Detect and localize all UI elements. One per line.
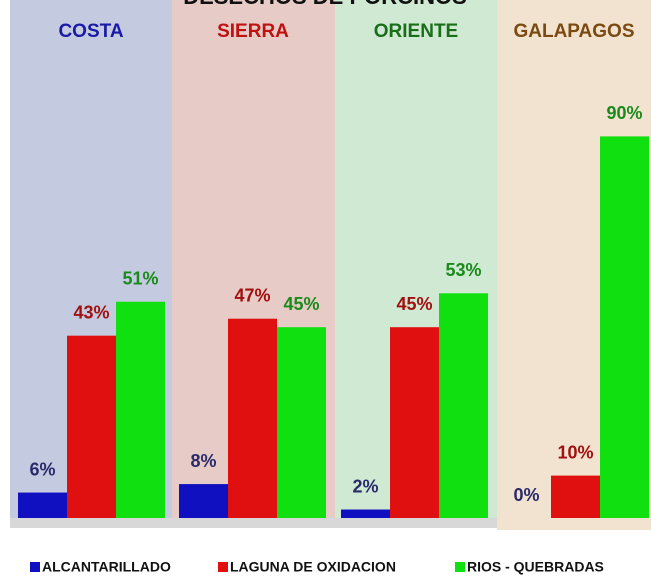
bar (277, 327, 326, 518)
category-label: GALAPAGOS (513, 21, 634, 42)
category-label: COSTA (58, 21, 123, 42)
value-label: 45% (396, 294, 432, 314)
legend-label: LAGUNA DE OXIDACION (230, 559, 396, 575)
value-label: 53% (445, 260, 481, 280)
bar (18, 493, 67, 518)
legend-swatch (455, 562, 465, 572)
bar (551, 476, 600, 518)
value-label: 2% (352, 476, 378, 496)
legend-swatch (30, 562, 40, 572)
category-label: ORIENTE (374, 21, 458, 42)
bar (228, 319, 277, 518)
value-label: 47% (234, 285, 270, 305)
bar (67, 336, 116, 518)
bar (390, 327, 439, 518)
value-label: 51% (122, 269, 158, 289)
category-label: SIERRA (217, 21, 289, 42)
value-label: 6% (29, 459, 55, 479)
bar (439, 293, 488, 518)
chart-title: DESECHOS DE PORCINOS (183, 0, 467, 9)
value-label: 90% (606, 103, 642, 123)
bar (116, 302, 165, 518)
value-label: 8% (190, 451, 216, 471)
baseline-strip (10, 518, 497, 528)
value-label: 10% (557, 442, 593, 462)
legend-label: RIOS - QUEBRADAS (467, 559, 604, 575)
bar (341, 510, 390, 518)
legend-swatch (218, 562, 228, 572)
value-label: 0% (513, 485, 539, 505)
value-label: 45% (283, 294, 319, 314)
chart: DESECHOS DE PORCINOS COSTA SIERRA ORIENTE G… (0, 0, 651, 577)
bar (179, 484, 228, 518)
value-label: 43% (73, 302, 109, 322)
legend-label: ALCANTARILLADO (42, 559, 171, 575)
bar (600, 136, 649, 518)
